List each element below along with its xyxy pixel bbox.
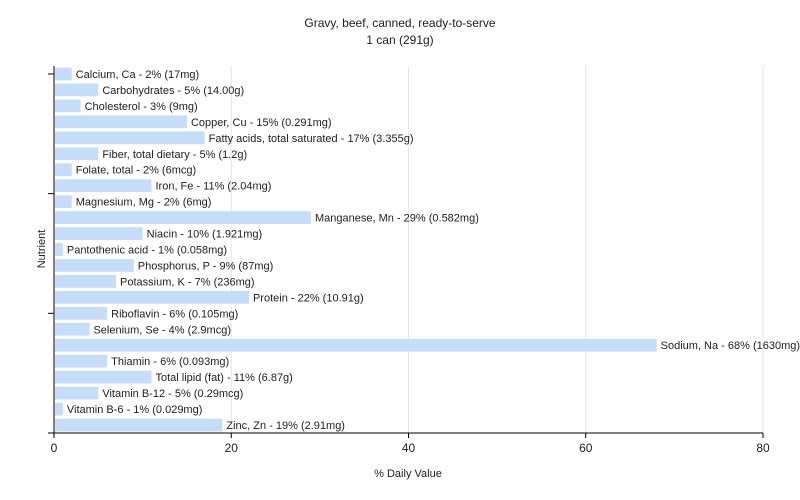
bar bbox=[55, 115, 187, 129]
bar bbox=[55, 195, 72, 209]
bar bbox=[55, 243, 63, 256]
x-tick-labels: 0 20 40 60 80 bbox=[51, 441, 770, 455]
chart-title: Gravy, beef, canned, ready-to-serve bbox=[304, 16, 496, 30]
bar bbox=[55, 179, 152, 193]
bar-label: Cholesterol - 3% (9mg) bbox=[85, 101, 198, 113]
bar bbox=[55, 338, 657, 352]
bar bbox=[55, 354, 108, 368]
gridlines bbox=[230, 66, 764, 433]
bar-label: Manganese, Mn - 29% (0.582mg) bbox=[315, 213, 479, 225]
x-tick-label: 60 bbox=[579, 441, 593, 455]
bars bbox=[55, 67, 657, 432]
bar bbox=[55, 227, 143, 240]
x-axis-label: % Daily Value bbox=[374, 468, 442, 480]
bar-label: Sodium, Na - 68% (1630mg) bbox=[661, 340, 800, 352]
bar-label: Total lipid (fat) - 11% (6.87g) bbox=[155, 372, 292, 384]
bar bbox=[55, 275, 117, 288]
bar-label: Vitamin B-6 - 1% (0.029mg) bbox=[67, 404, 203, 416]
bar bbox=[55, 163, 72, 177]
bar bbox=[55, 259, 134, 272]
y-axis-label: Nutrient bbox=[36, 230, 48, 269]
chart-subtitle: 1 can (291g) bbox=[366, 33, 433, 47]
x-tick-label: 40 bbox=[402, 441, 416, 455]
bar-label: Selenium, Se - 4% (2.9mcg) bbox=[93, 324, 231, 336]
bar-label: Magnesium, Mg - 2% (6mg) bbox=[76, 197, 212, 209]
bar bbox=[55, 402, 63, 416]
bar bbox=[55, 131, 205, 145]
bar bbox=[55, 386, 99, 400]
bar-label: Riboflavin - 6% (0.105mg) bbox=[111, 308, 238, 320]
bar-label: Iron, Fe - 11% (2.04mg) bbox=[155, 181, 271, 193]
bar bbox=[55, 418, 223, 432]
x-tick-label: 0 bbox=[51, 441, 58, 455]
bar-label: Fatty acids, total saturated - 17% (3.35… bbox=[209, 133, 414, 145]
bar-label: Protein - 22% (10.91g) bbox=[253, 292, 364, 304]
bar-label: Vitamin B-12 - 5% (0.29mcg) bbox=[102, 388, 243, 400]
bar-label: Folate, total - 2% (6mcg) bbox=[76, 165, 196, 177]
bar-label: Fiber, total dietary - 5% (1.2g) bbox=[102, 149, 247, 161]
bar-label: Carbohydrates - 5% (14.00g) bbox=[102, 85, 244, 97]
bar-label: Niacin - 10% (1.921mg) bbox=[147, 229, 263, 241]
bar-label: Thiamin - 6% (0.093mg) bbox=[111, 356, 229, 368]
bar-label: Potassium, K - 7% (236mg) bbox=[120, 276, 255, 288]
x-tick-label: 80 bbox=[756, 441, 770, 455]
bar bbox=[55, 322, 90, 336]
bar bbox=[55, 147, 99, 161]
bar-label: Copper, Cu - 15% (0.291mg) bbox=[191, 117, 332, 129]
bar bbox=[55, 290, 249, 304]
axes bbox=[48, 66, 764, 438]
bar bbox=[55, 370, 152, 384]
bar-label: Pantothenic acid - 1% (0.058mg) bbox=[67, 245, 227, 257]
x-tick-label: 20 bbox=[225, 441, 239, 455]
bar-label: Calcium, Ca - 2% (17mg) bbox=[76, 69, 199, 81]
bar bbox=[55, 306, 108, 320]
bar bbox=[55, 99, 81, 113]
bar-labels: Calcium, Ca - 2% (17mg) Carbohydrates - 5… bbox=[67, 69, 800, 432]
bar bbox=[55, 83, 99, 97]
bar-label: Phosphorus, P - 9% (87mg) bbox=[138, 260, 274, 272]
bar-label: Zinc, Zn - 19% (2.91mg) bbox=[226, 420, 345, 432]
bar bbox=[55, 211, 312, 224]
bar bbox=[55, 67, 72, 81]
